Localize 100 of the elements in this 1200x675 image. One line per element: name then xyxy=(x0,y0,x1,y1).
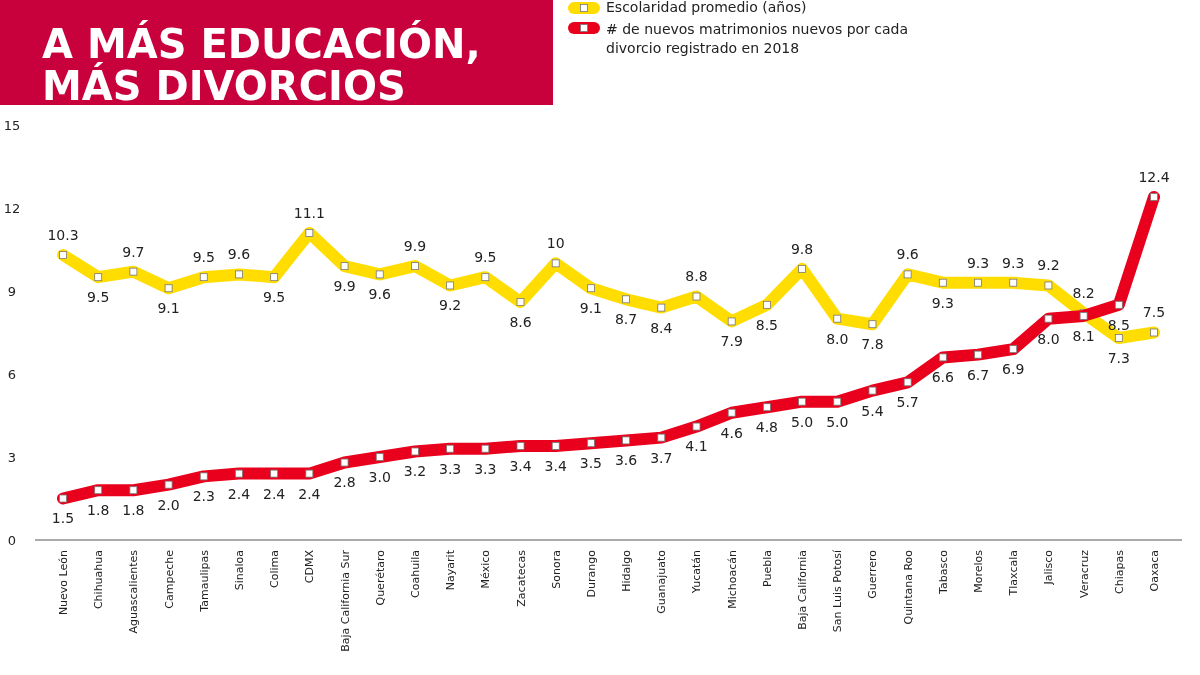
data-label: 9.3 xyxy=(966,254,990,271)
data-label: 9.1 xyxy=(579,300,603,317)
data-label: 6.6 xyxy=(931,369,955,386)
y-tick-label: 6 xyxy=(7,366,17,382)
data-label: 3.3 xyxy=(474,460,497,477)
data-label: 12.4 xyxy=(1138,168,1170,185)
x-tick-label: Yucatán xyxy=(690,549,704,595)
x-tick-label: Zacatecas xyxy=(514,549,528,607)
x-tick-label: Aguascalientes xyxy=(127,549,141,634)
data-label: 3.3 xyxy=(439,460,462,477)
x-tick-label: Baja California Sur xyxy=(338,549,352,652)
x-tick-label: Jalisco xyxy=(1042,549,1056,586)
data-label: 5.0 xyxy=(790,413,814,430)
data-label: 3.5 xyxy=(579,455,603,472)
data-label: 5.7 xyxy=(896,394,919,411)
data-label: 8.0 xyxy=(826,330,849,347)
x-tick-label: Tamaulipas xyxy=(197,549,211,613)
x-tick-label: Nayarit xyxy=(444,549,458,591)
data-label: 9.5 xyxy=(474,249,497,266)
y-tick-label: 12 xyxy=(3,200,21,216)
x-tick-label: México xyxy=(479,549,493,589)
data-label: 3.2 xyxy=(403,463,427,480)
data-label: 8.7 xyxy=(614,311,638,328)
data-label: 2.0 xyxy=(157,496,180,513)
data-label: 9.1 xyxy=(157,300,180,317)
data-label: 1.8 xyxy=(87,502,110,519)
data-label: 2.4 xyxy=(227,485,251,502)
data-label: 9.6 xyxy=(368,286,391,303)
legend-label: Escolaridad promedio (años) xyxy=(606,0,807,15)
data-label: 4.6 xyxy=(720,424,743,441)
x-tick-label: Querétaro xyxy=(373,549,387,606)
data-label: 2.8 xyxy=(333,474,356,491)
legend-label: # de nuevos matrimonios nuevos por cada divorcio registrado en 2018 xyxy=(606,21,909,56)
data-label: 4.8 xyxy=(755,419,778,436)
x-tick-label: Tlaxcala xyxy=(1007,550,1021,597)
data-label: 9.6 xyxy=(896,246,919,263)
data-label: 9.8 xyxy=(790,240,814,257)
data-label: 10.3 xyxy=(47,226,79,243)
data-label: 10 xyxy=(546,235,565,252)
data-label: 8.8 xyxy=(685,268,708,285)
data-label: 8.0 xyxy=(1037,330,1060,347)
data-label: 5.0 xyxy=(826,413,849,430)
data-label: 8.5 xyxy=(755,316,778,333)
data-label: 3.7 xyxy=(650,449,673,466)
x-tick-label: Colima xyxy=(268,550,282,588)
x-tick-label: Baja California xyxy=(796,550,810,630)
data-label: 9.3 xyxy=(931,294,954,311)
data-label: 9.9 xyxy=(333,278,356,294)
data-label: 9.2 xyxy=(1037,257,1060,274)
data-label: 9.9 xyxy=(403,238,427,254)
x-tick-label: San Luis Potosí xyxy=(831,549,845,633)
data-label: 4.1 xyxy=(685,438,708,455)
data-label: 7.3 xyxy=(1107,349,1130,366)
data-label: 1.5 xyxy=(51,510,75,527)
data-label: 9.2 xyxy=(439,297,462,314)
data-label: 9.6 xyxy=(227,246,251,263)
data-label: 6.9 xyxy=(1002,361,1025,377)
data-label: 6.7 xyxy=(966,366,990,383)
data-label: 2.3 xyxy=(192,488,215,505)
x-tick-label: Chihuahua xyxy=(92,550,106,610)
data-label: 11.1 xyxy=(293,204,325,221)
data-label: 3.4 xyxy=(509,457,532,474)
x-tick-label: Morelos xyxy=(972,549,986,593)
data-label: 8.1 xyxy=(1072,327,1095,344)
data-label: 9.3 xyxy=(1002,254,1025,271)
y-tick-label: 9 xyxy=(7,283,17,299)
y-tick-label: 15 xyxy=(3,117,21,133)
x-tick-label: Sonora xyxy=(549,550,563,589)
x-tick-label: Veracruz xyxy=(1077,549,1091,599)
data-label: 9.5 xyxy=(192,249,215,266)
x-tick-label: Hidalgo xyxy=(620,549,634,592)
x-tick-label: Michoacán xyxy=(725,549,739,609)
chart-title: A MÁS EDUCACIÓN, MÁS DIVORCIOS xyxy=(42,20,481,109)
y-tick-label: 0 xyxy=(7,532,17,548)
data-label: 5.4 xyxy=(861,402,884,419)
x-tick-label: Guanajuato xyxy=(655,549,669,614)
data-label: 9.7 xyxy=(122,243,145,260)
x-tick-label: Sinaloa xyxy=(232,550,246,591)
data-label: 7.9 xyxy=(720,333,743,350)
x-tick-label: Tabasco xyxy=(936,549,950,595)
data-label: 3.0 xyxy=(368,468,391,485)
x-tick-label: Oaxaca xyxy=(1148,550,1161,592)
data-label: 8.4 xyxy=(650,319,673,336)
x-tick-label: Chiapas xyxy=(1112,549,1126,594)
x-tick-label: Durango xyxy=(584,549,598,598)
data-label: 8.6 xyxy=(509,313,532,330)
data-label: 7.5 xyxy=(1142,304,1166,321)
x-tick-label: Nuevo León xyxy=(57,549,70,616)
data-label: 7.8 xyxy=(861,336,884,353)
data-label: 8.2 xyxy=(1072,285,1095,302)
data-label: 2.4 xyxy=(263,485,286,502)
data-label: 3.6 xyxy=(614,452,638,469)
data-label: 1.8 xyxy=(122,502,145,519)
x-tick-label: Quintana Roo xyxy=(901,549,915,625)
data-label: 9.5 xyxy=(263,289,286,306)
data-label: 8.5 xyxy=(1107,316,1130,333)
data-label: 2.4 xyxy=(298,485,321,502)
data-label: 3.4 xyxy=(544,457,567,474)
x-tick-label: CDMX xyxy=(303,549,317,584)
data-label: 9.5 xyxy=(87,289,110,306)
